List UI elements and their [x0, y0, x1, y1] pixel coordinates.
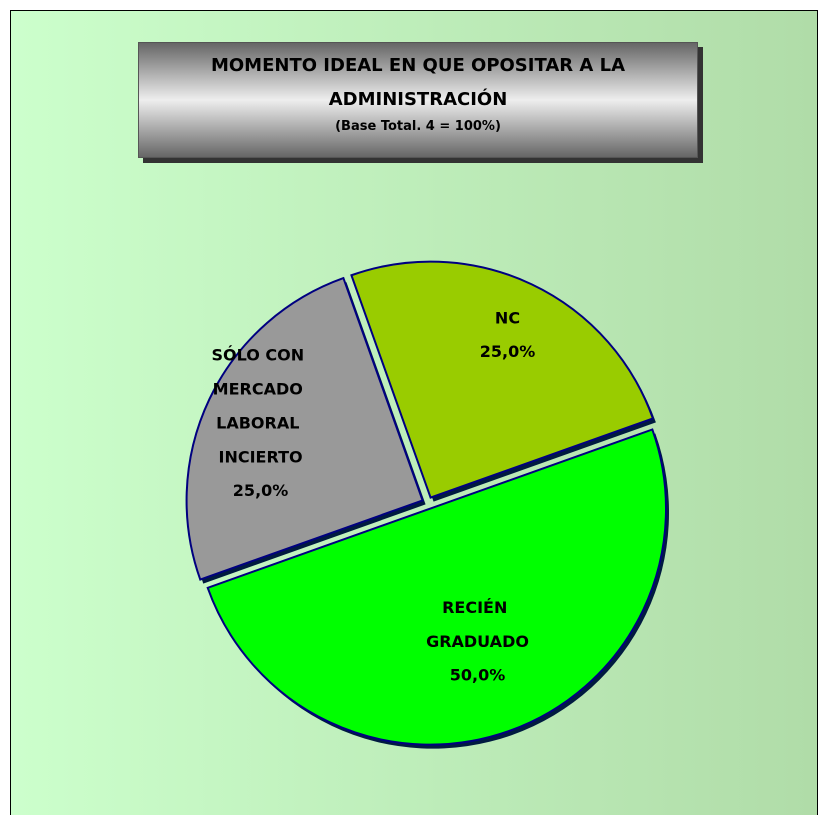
chart-title: MOMENTO IDEAL EN QUE OPOSITAR A LA ADMIN… [210, 55, 626, 110]
title-box: MOMENTO IDEAL EN QUE OPOSITAR A LA ADMIN… [138, 42, 698, 158]
slice-label: NC [495, 308, 520, 327]
slice [206, 428, 667, 746]
slice-label: SÓLO CON MERCADO LABORAL INCIERTO [211, 345, 309, 466]
chart-subtitle: (Base Total. 4 = 100%) [335, 119, 501, 134]
value-label: 25,0% [233, 481, 289, 500]
slice [185, 276, 424, 581]
value-label: 50,0% [450, 666, 506, 685]
slice [350, 260, 655, 499]
slice-label: RECIÉN GRADUADO [426, 598, 529, 651]
value-label: 25,0% [480, 342, 536, 361]
